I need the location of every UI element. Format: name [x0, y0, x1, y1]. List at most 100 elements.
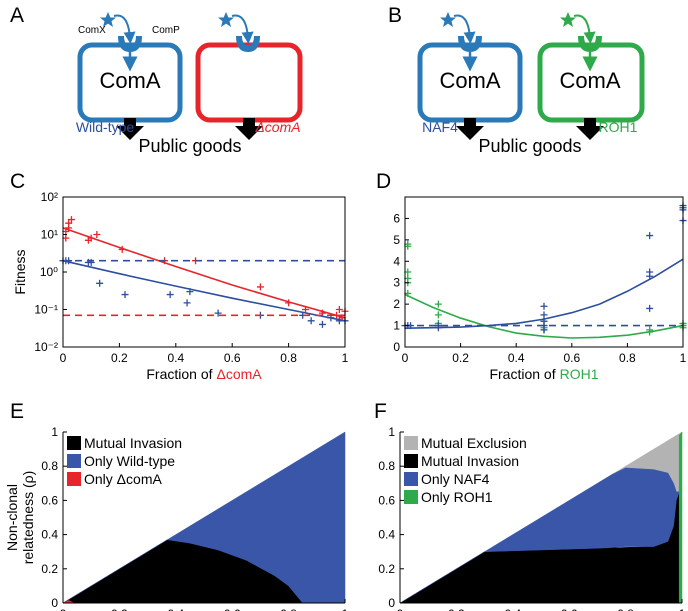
data-point: [214, 309, 222, 317]
output-arrow: [116, 118, 144, 140]
x-tick-label: 0.2: [452, 351, 469, 365]
y-tick-label: 2: [393, 297, 400, 311]
y-axis-label: Non-clonalrelatedness (ρ): [4, 471, 36, 565]
chart: 0 0.2 0.4 0.6 0.8 1 10⁻² 10⁻¹ 10⁰ 10¹ 10² Fraction …: [12, 190, 349, 382]
data-point: [96, 279, 104, 287]
y-tick-label: 0.6: [41, 493, 58, 507]
data-point: [93, 231, 101, 238]
x-tick-label: 0: [397, 607, 404, 611]
y-tick-label: 0.2: [378, 562, 395, 576]
x-tick-label: 0.6: [563, 351, 580, 365]
y-tick-label: 0: [388, 596, 395, 610]
y-tick-label: 0: [51, 596, 58, 610]
cell-label: ROH1: [599, 119, 638, 135]
data-point: [540, 326, 548, 334]
region: [678, 431, 683, 604]
data-point: [121, 291, 129, 299]
x-axis-label: Fraction of ΔcomA: [146, 366, 262, 382]
x-tick-label: 0.8: [280, 607, 297, 611]
output-label: Public goods: [138, 136, 241, 156]
y-tick-label: 10⁻¹: [34, 303, 58, 317]
legend-swatch: [404, 490, 418, 504]
y-tick-label: 5: [393, 233, 400, 247]
x-tick-label: 1: [679, 607, 686, 611]
x-tick-label: 0.2: [111, 607, 128, 611]
x-tick-label: 0: [60, 607, 67, 611]
region: [62, 431, 346, 604]
chart: 0 0.2 0.4 0.6 0.8 1 0 1 2 3 4 5 6 Fraction of ROH1: [393, 196, 687, 382]
fit-line: [62, 259, 346, 322]
data-point: [183, 299, 191, 307]
x-axis-label: Fraction of ROH1: [489, 366, 598, 382]
panel-label: F: [374, 400, 387, 423]
protein-label: ComA: [439, 68, 500, 93]
output-label: Public goods: [478, 136, 581, 156]
x-tick-label: 0: [60, 351, 67, 365]
panel-label: B: [388, 4, 402, 27]
chart: 00.20.40.60.8100.20.40.60.81General rela…: [4, 425, 349, 611]
panel-label: D: [376, 170, 391, 193]
y-tick-label: 10¹: [41, 228, 58, 242]
x-axis-label-highlight: ROH1: [560, 366, 599, 382]
x-axis-label-text: Fraction of: [489, 366, 555, 382]
y-axis-label-line: relatedness (ρ): [20, 471, 36, 565]
output-arrow: [235, 118, 263, 140]
legend-label: Only NAF4: [421, 471, 490, 487]
x-tick-label: 0.6: [224, 351, 241, 365]
cell-label: ΔcomA: [254, 119, 300, 135]
legend-swatch: [404, 454, 418, 468]
data-point: [646, 268, 654, 276]
legend-label: Mutual Invasion: [84, 435, 182, 451]
x-tick-label: 0.2: [111, 351, 128, 365]
x-tick-label: 1: [342, 607, 349, 611]
protein-label: ComA: [559, 68, 620, 93]
protein-label: ComA: [99, 68, 160, 93]
arrow: [453, 14, 476, 44]
cell-label: Wild-type: [76, 119, 135, 135]
data-point: [646, 304, 654, 312]
y-tick-label: 1: [393, 319, 400, 333]
y-tick-label: 3: [393, 276, 400, 290]
y-tick-label: 0.8: [41, 459, 58, 473]
y-axis-label-line: Non-clonal: [4, 484, 20, 551]
legend-swatch: [67, 436, 81, 450]
y-tick-label: 0.2: [41, 562, 58, 576]
signal-star: [440, 12, 456, 27]
x-tick-label: 0.8: [280, 351, 297, 365]
x-axis-label-highlight: ΔcomA: [217, 366, 263, 382]
cell-label: NAF4: [422, 119, 458, 135]
cell: [195, 42, 303, 123]
y-tick-label: 1: [388, 425, 395, 439]
x-tick-label: 0.6: [561, 607, 578, 611]
y-tick-label: 10²: [41, 190, 58, 204]
y-tick-label: 0: [393, 340, 400, 354]
x-tick-label: 0: [402, 351, 409, 365]
x-tick-label: 1: [680, 351, 687, 365]
fit-line: [62, 227, 346, 319]
signal-label: ComX: [78, 25, 106, 36]
x-tick-label: 1: [342, 351, 349, 365]
plot-frame: [404, 196, 684, 348]
arrow: [231, 14, 254, 44]
y-axis-label-line: Fitness: [12, 249, 28, 294]
fit-line: [404, 258, 684, 329]
x-tick-label: 0.4: [167, 351, 184, 365]
data-point: [540, 302, 548, 310]
data-point: [646, 232, 654, 240]
legend-label: Mutual Invasion: [421, 453, 519, 469]
data-point: [307, 317, 315, 325]
signal-star: [218, 12, 234, 27]
y-tick-label: 0.4: [378, 528, 395, 542]
x-tick-label: 0.8: [617, 607, 634, 611]
y-tick-label: 4: [393, 254, 400, 268]
legend-label: Mutual Exclusion: [421, 435, 527, 451]
output-arrow: [456, 118, 484, 140]
data-point: [434, 300, 442, 308]
arrow: [573, 14, 596, 44]
legend-swatch: [404, 472, 418, 486]
legend-label: Only ΔcomA: [84, 471, 162, 487]
x-tick-label: 0.4: [167, 607, 184, 611]
y-tick-label: 0.6: [378, 493, 395, 507]
legend-label: Only Wild-type: [84, 453, 175, 469]
